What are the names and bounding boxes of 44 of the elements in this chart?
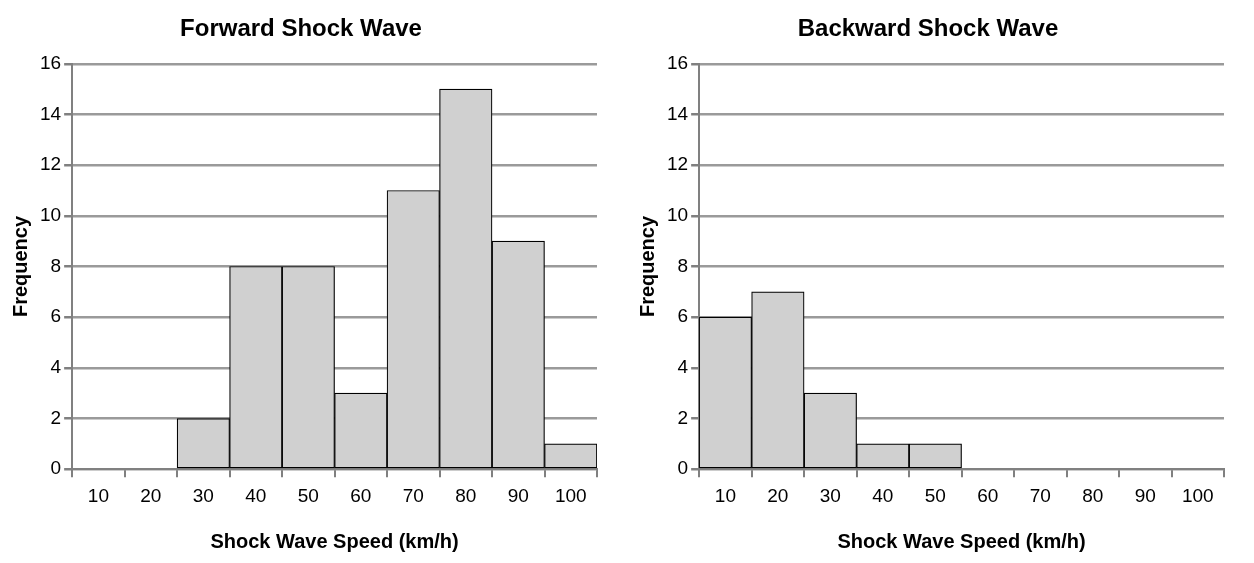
x-tick-label: 70 [1029,484,1051,506]
x-tick-label: 50 [924,484,946,506]
x-tick-label: 70 [402,484,424,506]
y-tick-label: 0 [50,457,62,479]
x-tick-label: 100 [554,484,587,506]
y-axis-title: Frequency [8,215,31,318]
y-tick-label: 6 [50,305,62,327]
x-tick-label: 80 [455,484,477,506]
chart-title: Forward Shock Wave [180,14,422,42]
x-tick-label: 30 [192,484,214,506]
x-tick-label: 60 [350,484,372,506]
x-tick-label: 10 [714,484,736,506]
y-tick-label: 2 [677,406,689,428]
y-tick-label: 2 [50,406,62,428]
x-axis-title: Shock Wave Speed (km/h) [837,529,1086,552]
x-tick-label: 50 [297,484,319,506]
y-tick-label: 12 [666,153,689,175]
x-tick-label: 90 [1134,484,1156,506]
y-tick-label: 4 [50,356,62,378]
y-axis-title: Frequency [635,215,658,318]
y-tick-label: 6 [677,305,689,327]
y-tick-label: 12 [39,153,62,175]
y-tick-label: 0 [677,457,689,479]
y-tick-label: 4 [677,356,689,378]
x-tick-label: 30 [819,484,841,506]
x-tick-label: 90 [507,484,529,506]
chart-title: Backward Shock Wave [797,14,1059,42]
x-tick-label: 100 [1181,484,1214,506]
y-tick-label: 10 [39,204,62,226]
x-tick-label: 20 [140,484,162,506]
y-tick-label: 10 [666,204,689,226]
y-tick-label: 14 [666,102,689,124]
y-tick-label: 8 [50,254,62,276]
x-tick-label: 80 [1082,484,1104,506]
x-tick-label: 60 [977,484,999,506]
y-tick-label: 8 [677,254,689,276]
x-axis-title: Shock Wave Speed (km/h) [210,529,459,552]
x-tick-label: 40 [872,484,894,506]
y-tick-label: 16 [666,52,689,74]
y-tick-label: 16 [39,52,62,74]
x-tick-label: 40 [245,484,267,506]
y-tick-label: 14 [39,102,62,124]
x-tick-label: 20 [767,484,789,506]
x-tick-label: 10 [87,484,109,506]
